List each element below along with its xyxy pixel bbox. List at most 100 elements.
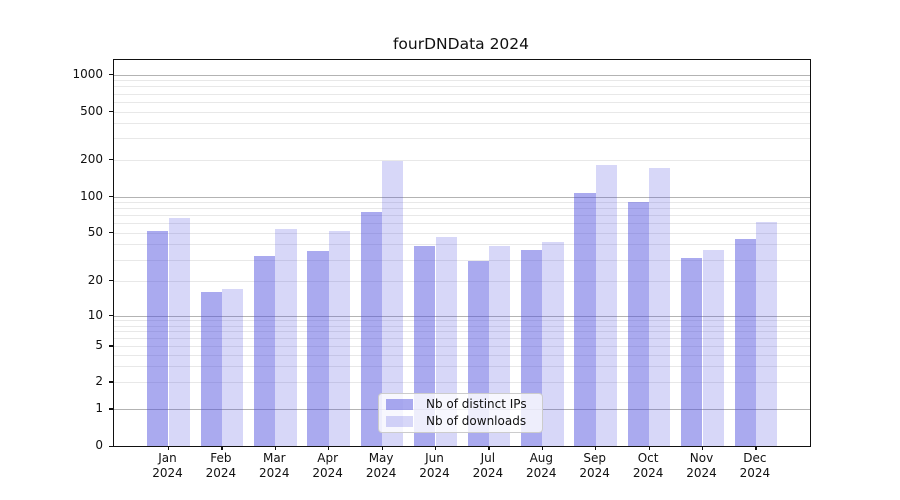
y-tick-mark (109, 196, 113, 198)
x-tick-mark (328, 446, 330, 450)
x-tick-year: 2024 (259, 465, 290, 480)
bar-distinct-ips (254, 256, 276, 446)
bar-downloads (755, 221, 778, 446)
x-tick-label: Dec 2024 (728, 451, 782, 480)
x-tick-month: Apr (317, 451, 339, 465)
y-tick-label: 500 (80, 103, 103, 118)
x-tick-label: Sep 2024 (568, 451, 622, 480)
plot-area (109, 59, 811, 450)
bar-distinct-ips (360, 211, 383, 446)
x-tick-month: May (368, 451, 394, 465)
x-tick-year: 2024 (739, 465, 771, 480)
bar-downloads (221, 289, 244, 446)
y-tick-label: 200 (80, 151, 103, 166)
y-tick-mark (109, 280, 113, 282)
x-tick-year: 2024 (526, 465, 557, 480)
gridline-minor (114, 86, 810, 88)
y-tick-mark (109, 408, 113, 410)
x-tick-year: 2024 (312, 465, 343, 480)
legend-swatch-downloads (386, 416, 413, 427)
x-tick-label: May 2024 (354, 451, 408, 480)
y-tick-label: 1 (95, 400, 103, 415)
gridline-minor (114, 111, 810, 113)
gridline-minor (114, 101, 810, 103)
bar-downloads (382, 161, 404, 446)
bar-distinct-ips (200, 292, 222, 446)
x-tick-label: Jul 2024 (461, 451, 515, 480)
x-tick-month: Oct (637, 451, 659, 465)
y-tick-mark (109, 445, 113, 447)
x-tick-mark (595, 446, 597, 450)
bar-downloads (168, 218, 190, 446)
gridline-minor (114, 325, 810, 327)
x-tick-month: Aug (529, 451, 554, 465)
gridline-minor (114, 223, 810, 225)
bar-distinct-ips (734, 239, 756, 446)
bar-distinct-ips (681, 257, 703, 446)
x-tick-label: Nov 2024 (675, 451, 729, 480)
bar-downloads (542, 241, 564, 446)
x-tick-year: 2024 (419, 465, 450, 480)
y-tick-label: 50 (87, 224, 103, 239)
x-tick-mark (381, 446, 383, 450)
bar-distinct-ips (147, 230, 169, 446)
gridline-minor (114, 215, 810, 217)
x-tick-mark (221, 446, 223, 450)
legend-entry: Nb of downloads (386, 415, 535, 428)
x-tick-label: Apr 2024 (301, 451, 355, 480)
x-tick-month: Jul (480, 451, 496, 465)
x-tick-year: 2024 (472, 465, 504, 480)
y-tick-mark (109, 315, 113, 317)
y-tick-mark (109, 159, 113, 161)
gridline-minor (114, 123, 810, 125)
gridline-minor (114, 366, 810, 367)
x-tick-year: 2024 (632, 465, 664, 480)
x-tick-mark (755, 446, 757, 450)
x-tick-month: Mar (262, 451, 286, 465)
legend-label: Nb of downloads (426, 414, 527, 428)
legend-label: Nb of distinct IPs (426, 397, 527, 411)
x-tick-month: Feb (210, 451, 232, 465)
x-tick-mark (168, 446, 170, 450)
x-tick-label: Mar 2024 (247, 451, 301, 480)
y-tick-label: 5 (95, 337, 103, 352)
x-tick-year: 2024 (205, 465, 237, 480)
x-tick-label: Feb 2024 (194, 451, 248, 480)
gridline-minor (114, 232, 810, 234)
y-tick-mark (109, 111, 113, 113)
x-tick-month: Jun (425, 451, 444, 465)
gridline-major (114, 74, 810, 76)
y-tick-mark (109, 345, 113, 347)
gridline-minor (114, 338, 810, 339)
legend-entry: Nb of distinct IPs (386, 398, 535, 411)
bar-distinct-ips (307, 251, 329, 446)
y-tick-mark (109, 232, 113, 234)
x-tick-mark (541, 446, 543, 450)
x-tick-month: Sep (583, 451, 606, 465)
bar-downloads (328, 230, 350, 446)
chart-title: fourDNData 2024 (392, 35, 530, 53)
x-tick-month: Jan (158, 451, 177, 465)
x-tick-month: Dec (743, 451, 767, 465)
gridline-minor (114, 354, 810, 356)
gridline-minor (114, 80, 810, 82)
x-tick-year: 2024 (152, 465, 183, 480)
x-tick-mark (435, 446, 437, 450)
y-tick-mark (109, 74, 113, 76)
x-tick-label: Oct 2024 (621, 451, 675, 480)
gridline-minor (114, 320, 810, 322)
x-tick-year: 2024 (365, 465, 397, 480)
gridline-minor (114, 93, 810, 95)
bar-downloads (275, 228, 297, 446)
y-tick-label: 10 (87, 307, 103, 322)
x-tick-mark (274, 446, 276, 450)
gridline-minor (114, 244, 810, 246)
gridline-minor (114, 280, 810, 282)
y-tick-label: 0 (95, 438, 103, 452)
x-tick-year: 2024 (579, 465, 610, 480)
x-tick-mark (488, 446, 490, 450)
x-tick-mark (648, 446, 650, 450)
bar-distinct-ips (574, 192, 596, 446)
gridline-minor (114, 381, 810, 383)
